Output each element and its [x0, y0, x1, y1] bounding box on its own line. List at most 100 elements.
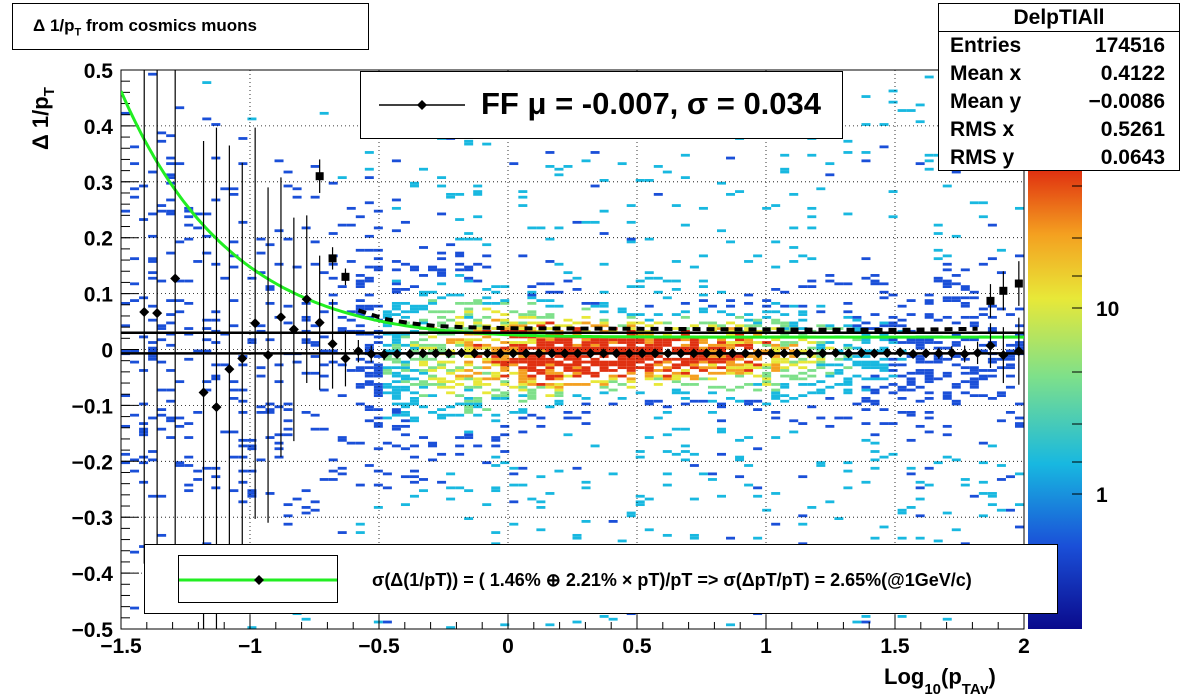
heatmap-cell — [256, 410, 266, 414]
heatmap-cell — [238, 480, 248, 484]
heatmap-cell — [409, 349, 419, 353]
mean-point — [198, 387, 209, 398]
heatmap-cell — [464, 265, 474, 269]
heatmap-cell — [166, 332, 176, 336]
heatmap-cell — [843, 212, 853, 216]
heatmap-cell — [527, 301, 537, 305]
heatmap-cell — [301, 506, 311, 509]
heatmap-cell — [653, 369, 663, 372]
heatmap-cell — [861, 257, 871, 261]
heatmap-cell — [563, 355, 573, 358]
heatmap-cell — [897, 615, 907, 618]
heatmap-cell — [870, 282, 880, 286]
heatmap-cell — [464, 279, 474, 283]
heatmap-cell — [762, 363, 772, 367]
heatmap-cell — [753, 374, 763, 378]
heatmap-cell — [337, 285, 347, 289]
heatmap-cell — [446, 341, 456, 344]
heatmap-cell — [644, 338, 654, 342]
heatmap-cell — [816, 461, 826, 465]
heatmap-cell — [301, 410, 311, 414]
heatmap-cell — [355, 402, 365, 406]
heatmap-cell — [698, 346, 708, 350]
heatmap-cell — [518, 408, 528, 411]
heatmap-cell — [915, 343, 925, 347]
heatmap-cell — [662, 405, 672, 409]
heatmap-cell — [644, 355, 654, 358]
heatmap-cell — [545, 377, 555, 381]
heatmap-cell — [446, 413, 456, 417]
heatmap-cell — [780, 366, 790, 370]
heatmap-cell — [834, 383, 844, 386]
mean-point — [417, 348, 428, 359]
mean-point — [920, 348, 931, 359]
heatmap-cell — [473, 366, 483, 370]
heatmap-cell — [960, 315, 970, 319]
heatmap-cell — [464, 355, 474, 358]
heatmap-cell — [400, 410, 410, 414]
heatmap-cell — [951, 299, 961, 302]
heatmap-cell — [391, 338, 401, 342]
heatmap-cell — [419, 321, 429, 325]
heatmap-cell — [897, 508, 907, 512]
heatmap-cell — [581, 486, 591, 490]
heatmap-cell — [166, 399, 176, 403]
heatmap-cell — [680, 338, 690, 342]
heatmap-cell — [897, 511, 907, 515]
heatmap-cell — [247, 469, 257, 473]
heatmap-cell — [211, 377, 221, 381]
heatmap-cell — [428, 366, 438, 370]
y-tick-label: 0.4 — [84, 116, 114, 139]
heatmap-cell — [482, 265, 492, 269]
heatmap-cell — [707, 357, 717, 361]
heatmap-cell — [121, 111, 131, 115]
heatmap-cell — [735, 357, 745, 361]
heatmap-cell — [382, 324, 392, 328]
heatmap-cell — [247, 338, 257, 342]
heatmap-cell — [870, 391, 880, 395]
heatmap-cell — [391, 260, 401, 263]
heatmap-cell — [906, 371, 916, 375]
heatmap-cell — [527, 315, 537, 319]
heatmap-cell — [409, 346, 419, 350]
heatmap-cell — [337, 363, 347, 367]
heatmap-cell — [924, 167, 934, 171]
resolution-legend-box: σ(Δ(1/pT)) = ( 1.46% ⊕ 2.21% × pT)/pT =>… — [144, 544, 1058, 614]
heatmap-cell — [870, 313, 880, 316]
heatmap-cell — [545, 321, 555, 325]
heatmap-cell — [762, 380, 772, 384]
heatmap-cell — [473, 329, 483, 333]
heatmap-cell — [879, 363, 889, 367]
heatmap-cell — [139, 545, 149, 548]
heatmap-cell — [599, 385, 609, 389]
heatmap-cell — [726, 388, 736, 392]
resolution-legend-label: σ(Δ(1/pT)) = ( 1.46% ⊕ 2.21% × pT)/pT =>… — [372, 570, 972, 590]
heatmap-cell — [798, 394, 808, 398]
heatmap-cell — [716, 346, 726, 350]
heatmap-cell — [121, 394, 131, 398]
heatmap-cell — [581, 329, 591, 333]
heatmap-cell — [626, 240, 636, 244]
heatmap-cell — [780, 399, 790, 403]
heatmap-cell — [716, 181, 726, 185]
heatmap-cell — [536, 321, 546, 325]
heatmap-cell — [238, 410, 248, 414]
heatmap-cell — [437, 360, 447, 364]
heatmap-cell — [716, 355, 726, 358]
heatmap-cell — [879, 324, 889, 328]
mean-point — [701, 348, 712, 359]
heatmap-cell — [1014, 341, 1024, 344]
heatmap-cell — [455, 254, 465, 258]
heatmap-cell — [328, 478, 338, 481]
heatmap-cell — [969, 371, 979, 375]
heatmap-cell — [599, 383, 609, 386]
heatmap-cell — [978, 461, 988, 465]
heatmap-cell — [807, 346, 817, 350]
heatmap-cell — [599, 290, 609, 294]
heatmap-cell — [554, 167, 564, 171]
heatmap-cell — [473, 299, 483, 302]
heatmap-cell — [599, 341, 609, 344]
heatmap-cell — [527, 329, 537, 333]
heatmap-cell — [653, 383, 663, 386]
heatmap-cell — [382, 357, 392, 361]
